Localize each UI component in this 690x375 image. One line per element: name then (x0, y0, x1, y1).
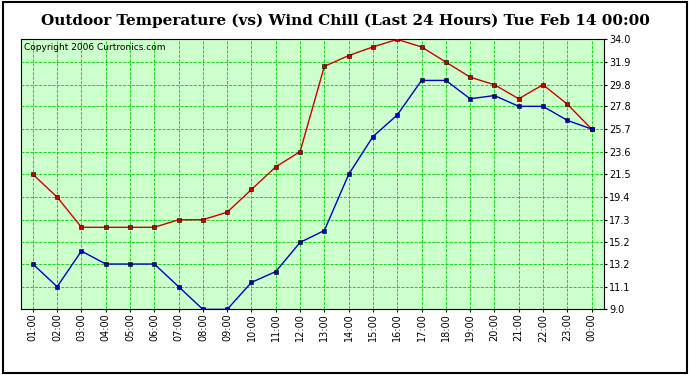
Text: Copyright 2006 Curtronics.com: Copyright 2006 Curtronics.com (23, 44, 165, 52)
Text: Outdoor Temperature (vs) Wind Chill (Last 24 Hours) Tue Feb 14 00:00: Outdoor Temperature (vs) Wind Chill (Las… (41, 13, 649, 27)
